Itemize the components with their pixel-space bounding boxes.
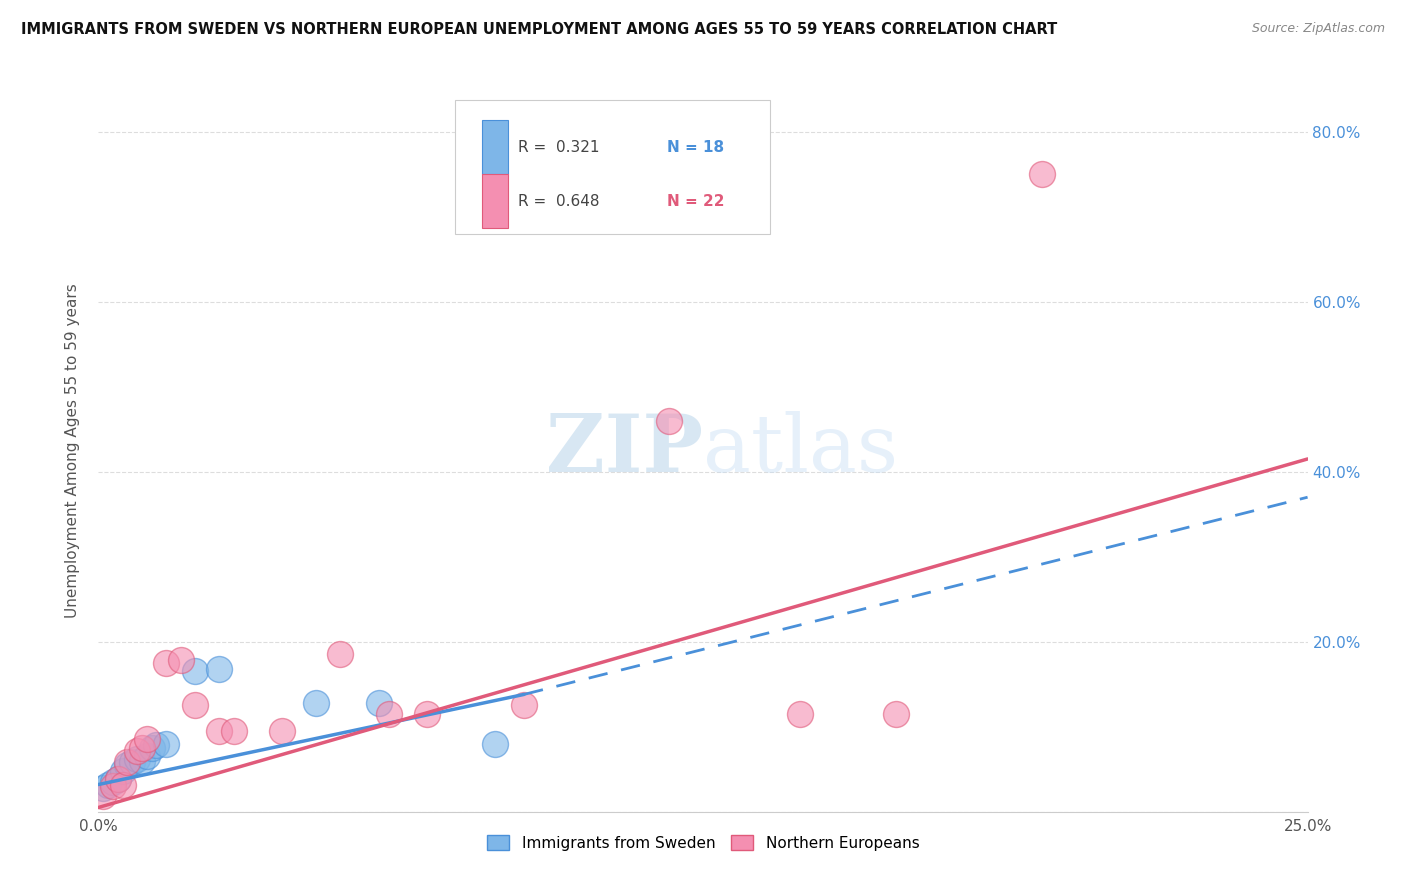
Point (155, 737, 177, 751)
Text: N = 22: N = 22 (666, 194, 724, 209)
Point (107, 772, 129, 787)
Point (117, 756, 139, 770)
Point (101, 775, 124, 789)
Point (886, 706, 908, 721)
Legend: Immigrants from Sweden, Northern Europeans: Immigrants from Sweden, Northern Europea… (479, 827, 927, 858)
Point (208, 662, 231, 676)
Point (184, 665, 207, 679)
Point (117, 758, 139, 772)
Point (368, 696, 391, 710)
Point (377, 706, 399, 721)
Point (127, 743, 149, 757)
Point (97, 778, 120, 792)
Point (789, 706, 811, 721)
Point (145, 739, 167, 753)
Point (271, 723, 294, 738)
Point (135, 732, 157, 747)
Text: atlas: atlas (703, 411, 898, 490)
Point (416, 706, 439, 721)
Point (513, 698, 536, 713)
Text: Source: ZipAtlas.com: Source: ZipAtlas.com (1251, 22, 1385, 36)
Point (107, 772, 129, 787)
Point (169, 653, 191, 667)
Y-axis label: Unemployment Among Ages 55 to 59 years: Unemployment Among Ages 55 to 59 years (65, 283, 80, 618)
Point (305, 696, 328, 710)
Point (91, 780, 114, 795)
Point (155, 656, 177, 670)
FancyBboxPatch shape (456, 100, 769, 234)
Text: IMMIGRANTS FROM SWEDEN VS NORTHERN EUROPEAN UNEMPLOYMENT AMONG AGES 55 TO 59 YEA: IMMIGRANTS FROM SWEDEN VS NORTHERN EUROP… (21, 22, 1057, 37)
Point (135, 749, 157, 764)
Point (91, 789, 114, 804)
Text: R =  0.648: R = 0.648 (517, 194, 599, 209)
FancyBboxPatch shape (482, 174, 509, 228)
Point (208, 723, 231, 738)
Point (484, 737, 506, 751)
Point (127, 752, 149, 766)
Point (111, 778, 134, 792)
Point (131, 754, 153, 768)
Text: N = 18: N = 18 (666, 139, 724, 154)
Point (184, 698, 207, 713)
Point (111, 764, 134, 778)
Point (101, 779, 124, 793)
Point (222, 723, 245, 738)
Text: R =  0.321: R = 0.321 (517, 139, 599, 154)
Point (121, 756, 143, 770)
Text: ZIP: ZIP (546, 411, 703, 490)
Point (658, 414, 681, 428)
FancyBboxPatch shape (482, 120, 509, 174)
Point (1031, 167, 1053, 181)
Point (131, 741, 153, 756)
Point (141, 741, 163, 756)
Point (329, 648, 352, 662)
